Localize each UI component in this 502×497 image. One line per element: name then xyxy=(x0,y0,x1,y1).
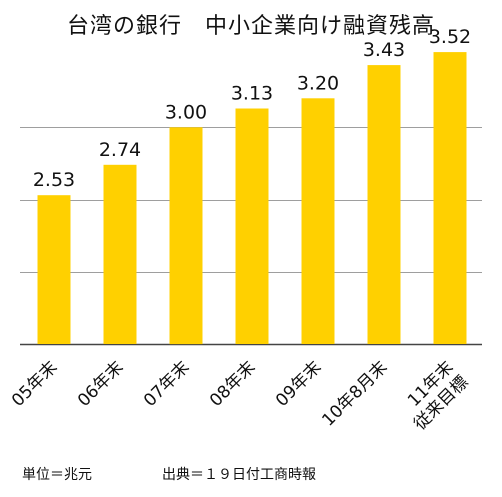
value-label: 3.13 xyxy=(231,83,273,105)
bar xyxy=(235,108,269,344)
value-label: 3.43 xyxy=(363,39,405,61)
x-tick-label: 06年末 xyxy=(74,357,127,410)
bars xyxy=(37,52,467,345)
value-labels: 2.53 2.74 3.00 3.13 3.20 3.43 3.52 xyxy=(33,26,471,191)
bar xyxy=(169,127,203,345)
x-tick-label: 10年8月末 xyxy=(318,357,391,430)
chart-title: 台湾の銀行 中小企業向け融資残高 xyxy=(66,14,435,39)
value-label: 2.53 xyxy=(33,169,75,191)
bar xyxy=(301,98,335,344)
bar xyxy=(433,52,467,344)
bar xyxy=(37,195,71,344)
value-label: 3.20 xyxy=(297,72,339,94)
x-tick-label: 09年末 xyxy=(272,357,325,410)
value-label: 3.00 xyxy=(165,101,207,123)
source-note: 出典＝１９日付工商時報 xyxy=(162,467,316,483)
x-tick-label: 07年末 xyxy=(140,357,193,410)
value-label: 2.74 xyxy=(99,139,141,161)
bar xyxy=(367,65,401,344)
x-tick-label: 05年末 xyxy=(8,357,61,410)
x-tick-label: 08年末 xyxy=(206,357,259,410)
bar xyxy=(103,164,137,344)
value-label: 3.52 xyxy=(429,26,471,48)
unit-note: 単位＝兆元 xyxy=(22,467,92,483)
